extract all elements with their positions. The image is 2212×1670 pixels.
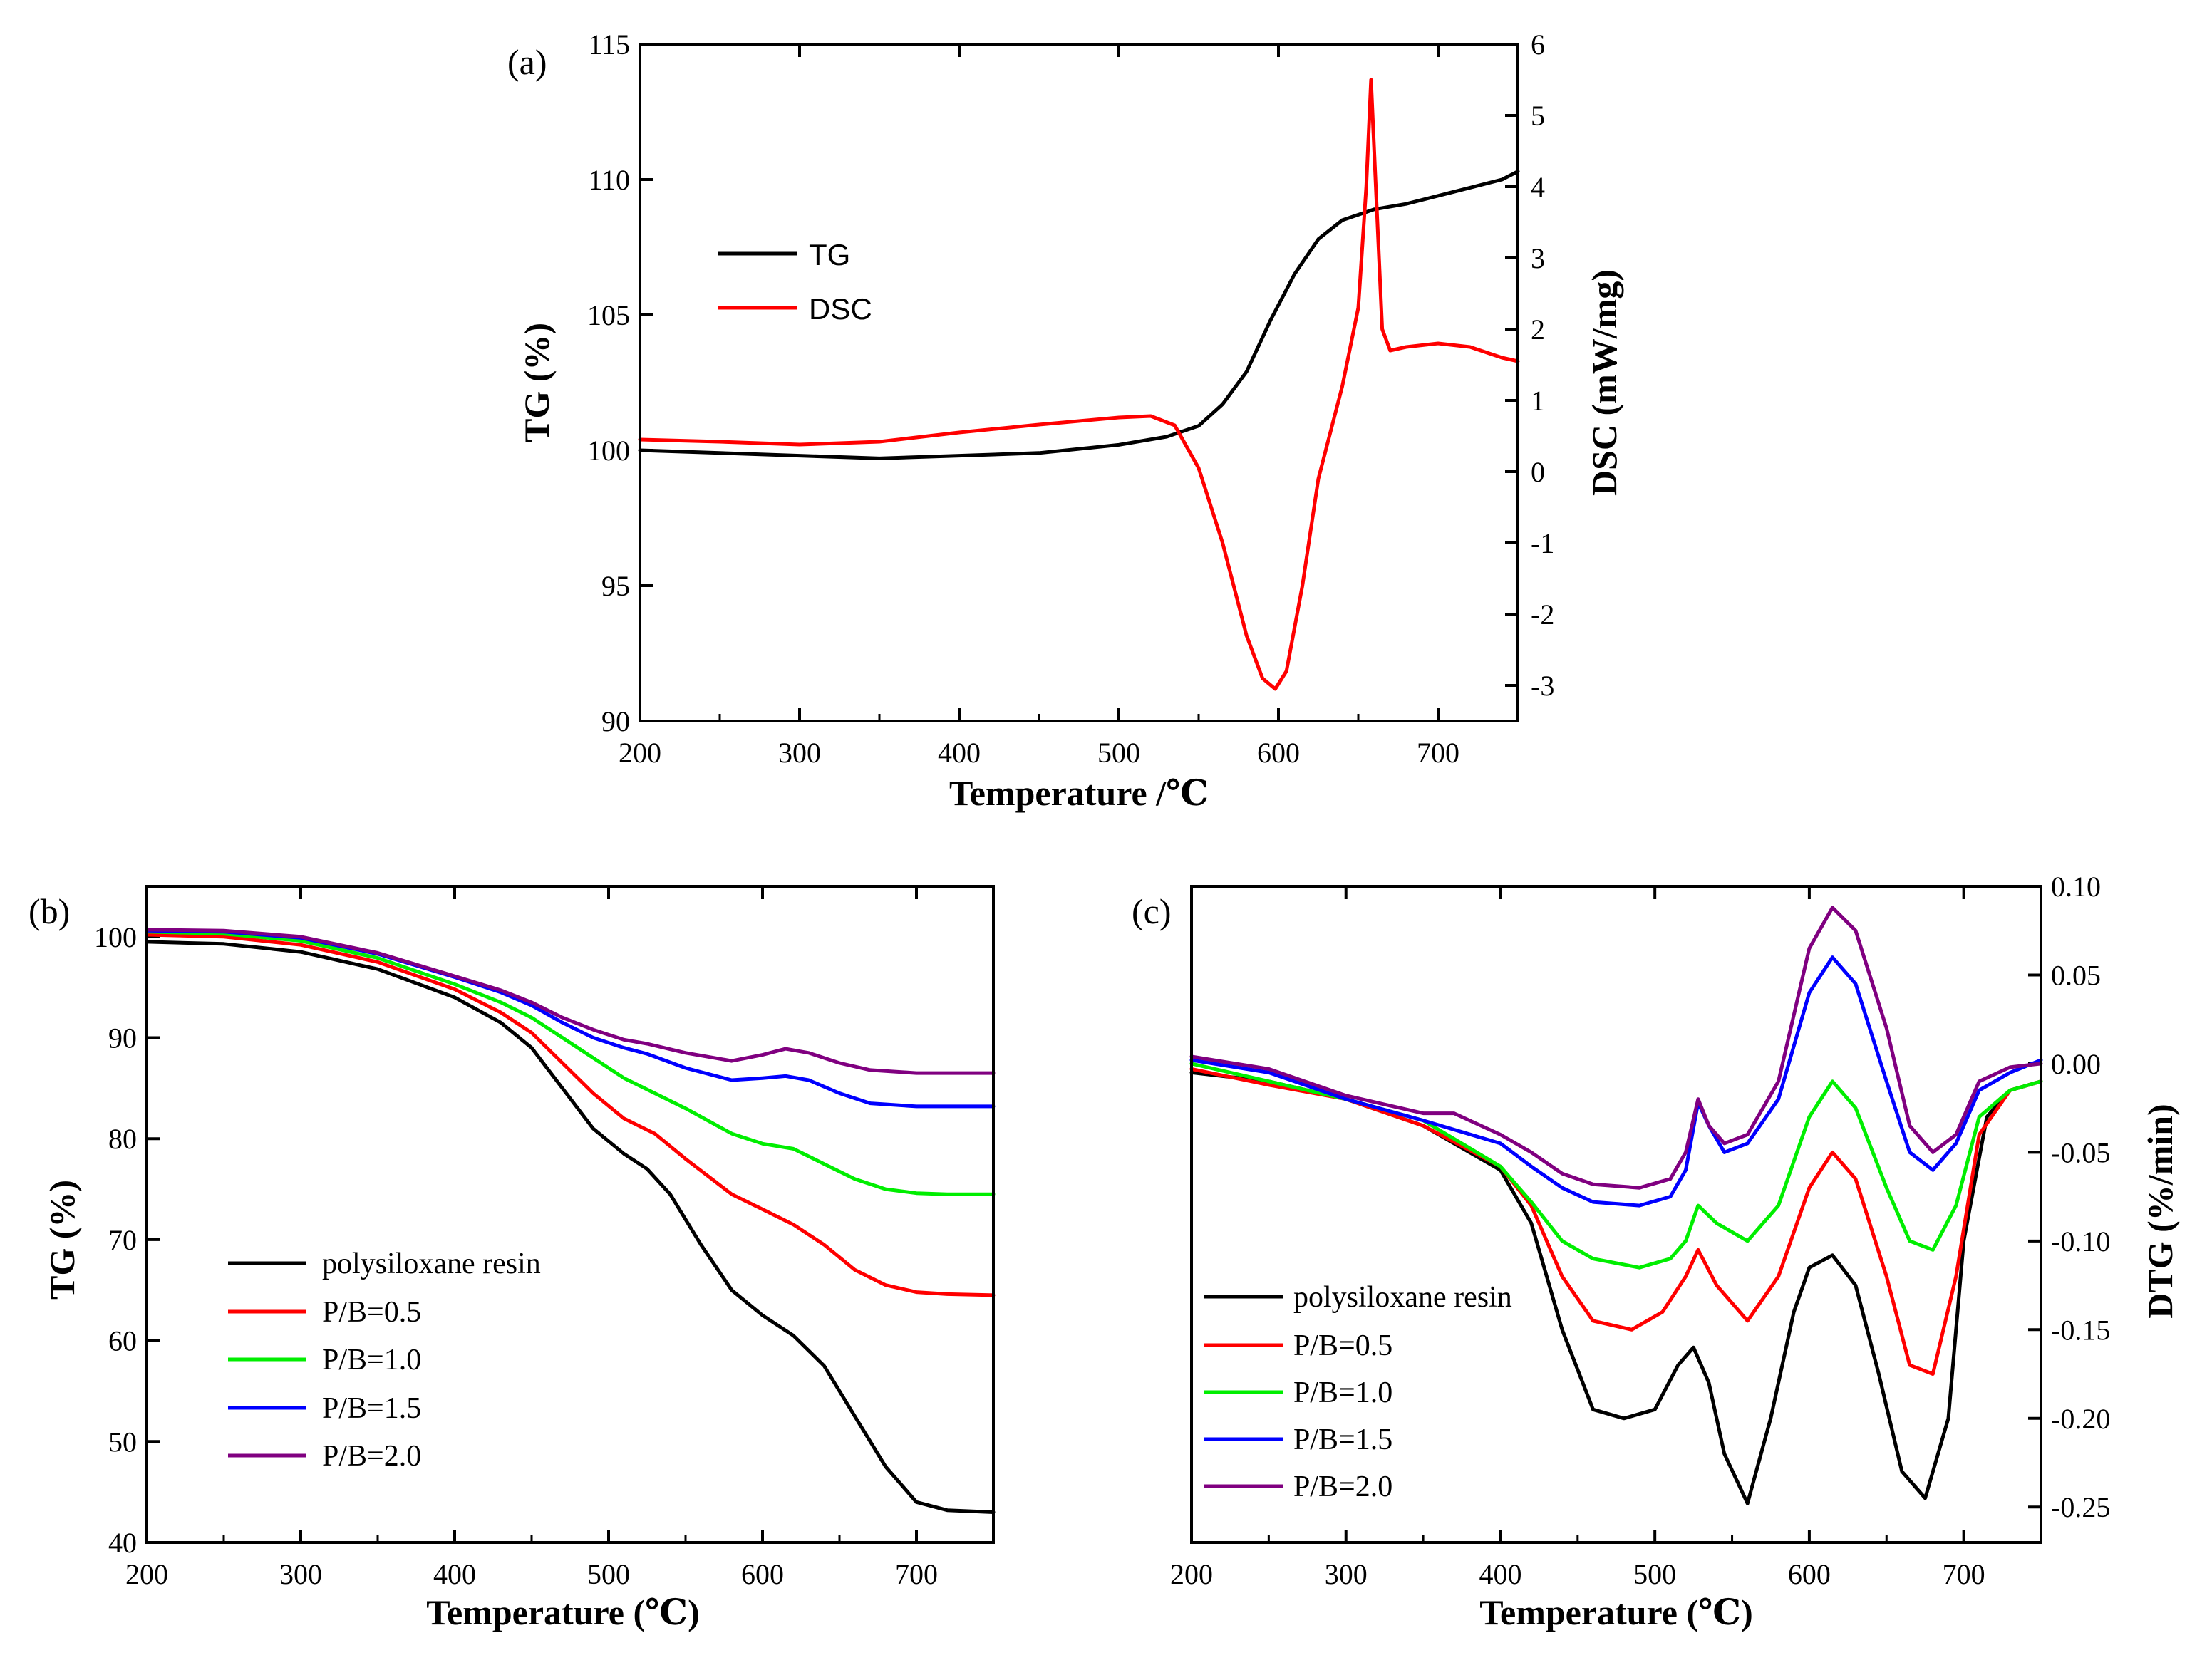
series-line-p-b-2-0 <box>1189 906 2043 1190</box>
y2-tick-label: 3 <box>1531 242 1545 274</box>
legend-label-resin: polysiloxane resin <box>322 1248 541 1280</box>
series-line-tg <box>638 170 1520 460</box>
x-tick-label: 200 <box>1170 1558 1213 1590</box>
panel-a-axes: 200 300 400 500 600 7009095100105110115-3-2-1… <box>587 28 1554 769</box>
legend-label-pb05: P/B=0.5 <box>1293 1329 1392 1362</box>
x-tick-label: 500 <box>1097 737 1140 769</box>
panel-c-legend: polysiloxane resin P/B=0.5 P/B=1.0 P/B=1… <box>1204 1281 1512 1503</box>
x-tick-label: 300 <box>778 737 821 769</box>
legend-label-pb20: P/B=2.0 <box>322 1440 421 1473</box>
panel-c-series <box>1189 906 2043 1505</box>
panel-a-legend: TG DSC <box>718 238 872 326</box>
y2-tick-label: 6 <box>1531 28 1545 61</box>
legend-label-pb15: P/B=1.5 <box>1293 1423 1392 1456</box>
x-tick-label: 700 <box>1417 737 1459 769</box>
y-tick-label: 60 <box>108 1325 137 1357</box>
y-tick-label: 0.00 <box>2051 1048 2101 1080</box>
panel-b-axes: 200 300 400 500 600 700 40 50 60 70 80 90 100 <box>94 886 938 1590</box>
series-line-p-b-1-5 <box>1189 955 2043 1208</box>
x-tick-label: 400 <box>1479 1558 1521 1590</box>
panel-b-chart: (b) 200 300 400 500 600 700 40 50 60 70 80 90 100 Te… <box>29 885 996 1632</box>
panel-b-series <box>145 928 996 1514</box>
x-tick-label: 400 <box>938 737 981 769</box>
y2-tick-label: -3 <box>1531 670 1554 702</box>
y-tick-label: -0.20 <box>2051 1403 2110 1435</box>
panel-b-label: (b) <box>29 891 70 931</box>
y-tick-label: -0.15 <box>2051 1314 2110 1346</box>
x-tick-label: 300 <box>279 1558 322 1590</box>
x-tick-label: 600 <box>1257 737 1300 769</box>
x-tick-label: 700 <box>1943 1558 1985 1590</box>
legend-label-pb20: P/B=2.0 <box>1293 1471 1392 1503</box>
y2-tick-label: -2 <box>1531 598 1554 631</box>
x-tick-label: 200 <box>619 737 661 769</box>
y-tick-label: 100 <box>94 921 137 953</box>
y-tick-label: 40 <box>108 1527 137 1559</box>
x-tick-label: 400 <box>433 1558 476 1590</box>
legend-label-pb05: P/B=0.5 <box>322 1296 421 1329</box>
y-tick-label: 115 <box>588 28 630 61</box>
y2-tick-label: 0 <box>1531 456 1545 488</box>
series-line-dsc <box>638 78 1520 691</box>
x-tick-label: 300 <box>1325 1558 1368 1590</box>
panel-c-chart: (c) 200 300 400 500 600 700 -0.25 -0.20 -0.15 -0.… <box>1132 871 2180 1632</box>
legend-label-tg: TG <box>809 238 850 271</box>
panel-a-chart: (a) 200 300 400 500 600 7009095100105110115-3… <box>507 28 1624 813</box>
y-tick-label: 90 <box>108 1022 137 1054</box>
y2-tick-label: 5 <box>1531 100 1545 132</box>
panel-a-label: (a) <box>507 42 547 82</box>
y-tick-label: 0.10 <box>2051 871 2101 903</box>
x-tick-label: 500 <box>587 1558 630 1590</box>
y-tick-label: 110 <box>588 164 630 196</box>
x-tick-label: 600 <box>741 1558 784 1590</box>
y-tick-label: 80 <box>108 1123 137 1155</box>
panel-b-x-axis-label: Temperature (℃) <box>426 1592 699 1632</box>
legend-label-pb15: P/B=1.5 <box>322 1392 421 1425</box>
y-tick-label: -0.05 <box>2051 1136 2110 1168</box>
y-tick-label: 0.05 <box>2051 959 2101 991</box>
panel-c-x-axis-label: Temperature (℃) <box>1479 1592 1752 1632</box>
y-tick-label: -0.10 <box>2051 1225 2110 1257</box>
legend-label-resin: polysiloxane resin <box>1293 1281 1512 1314</box>
series-line-polysiloxane-resin <box>1189 1070 2043 1505</box>
y-tick-label: 70 <box>108 1224 137 1256</box>
panel-c-label: (c) <box>1132 891 1172 931</box>
panel-b-plot-frame <box>145 885 995 1544</box>
y-tick-label: 95 <box>601 570 630 602</box>
series-line-p-b-0-5 <box>145 933 996 1297</box>
panel-a-series <box>638 78 1520 691</box>
legend-label-pb10: P/B=1.0 <box>322 1344 421 1376</box>
panel-b-legend: polysiloxane resin P/B=0.5 P/B=1.0 P/B=1… <box>228 1248 541 1473</box>
series-line-polysiloxane-resin <box>145 940 996 1514</box>
y-tick-label: 90 <box>601 705 630 737</box>
panel-a-y-axis-label: TG (%) <box>517 323 557 442</box>
panel-c-plot-frame <box>1190 885 2042 1544</box>
panel-a-y2-axis-label: DSC (mW/mg) <box>1584 269 1624 496</box>
panel-c-y-axis-label: DTG (%/min) <box>2140 1104 2180 1318</box>
x-tick-label: 700 <box>895 1558 938 1590</box>
panel-c-axes: 200 300 400 500 600 700 -0.25 -0.20 -0.15 -0.10 -0… <box>1170 871 2110 1590</box>
y-tick-label: -0.25 <box>2051 1491 2110 1523</box>
series-line-p-b-1-0 <box>1189 1062 2043 1270</box>
panel-b-y-axis-label: TG (%) <box>42 1180 82 1300</box>
legend-label-dsc: DSC <box>809 292 872 326</box>
x-tick-label: 600 <box>1788 1558 1831 1590</box>
y2-tick-label: 2 <box>1531 313 1545 346</box>
legend-label-pb10: P/B=1.0 <box>1293 1376 1392 1409</box>
y-tick-label: 50 <box>108 1426 137 1458</box>
x-tick-label: 500 <box>1633 1558 1676 1590</box>
y-tick-label: 100 <box>587 435 630 467</box>
series-line-p-b-2-0 <box>145 928 996 1075</box>
y2-tick-label: 4 <box>1531 171 1545 203</box>
series-line-p-b-1-0 <box>145 930 996 1196</box>
panel-a-x-axis-label: Temperature /℃ <box>949 773 1209 813</box>
y-tick-label: 105 <box>587 299 630 331</box>
y2-tick-label: 1 <box>1531 385 1545 417</box>
panel-a-plot-frame <box>639 43 1519 722</box>
y2-tick-label: -1 <box>1531 527 1554 559</box>
x-tick-label: 200 <box>125 1558 168 1590</box>
